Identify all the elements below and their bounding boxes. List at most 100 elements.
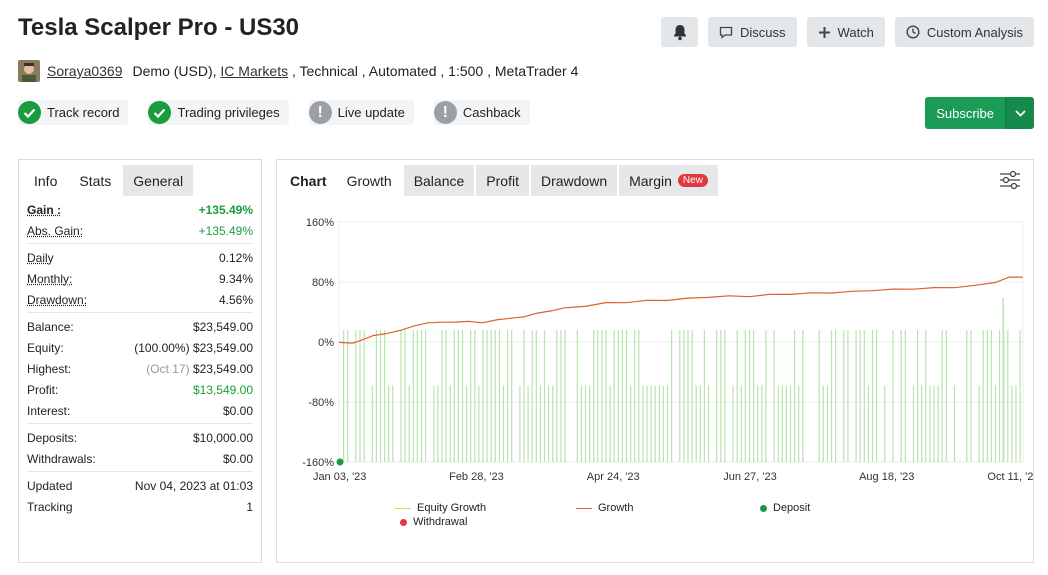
activity-bar (687, 330, 689, 462)
activity-bar (601, 330, 603, 462)
tab-general[interactable]: General (123, 165, 194, 196)
activity-bar (437, 385, 439, 462)
check-icon (148, 101, 172, 124)
growth-chart[interactable]: 160% 80% 0% -80% -160% Jan 03, '23 Feb 28, '23… (277, 210, 1033, 490)
badge-trading-privileges[interactable]: Trading privileges (148, 100, 289, 125)
activity-bar (912, 385, 915, 462)
activity-bar (531, 330, 533, 462)
highest-date: (Oct 17) (146, 361, 190, 376)
activity-bar (609, 385, 611, 462)
stat-row-drawdown: Drawdown: 4.56% (27, 289, 253, 310)
custom-analysis-button[interactable]: Custom Analysis (894, 17, 1034, 47)
discuss-button[interactable]: Discuss (708, 17, 797, 47)
subscribe-button[interactable]: Subscribe (925, 97, 1005, 129)
tab-balance[interactable]: Balance (403, 165, 475, 196)
tab-drawdown[interactable]: Drawdown (530, 165, 618, 196)
activity-bar (945, 330, 947, 462)
activity-bar (999, 330, 1001, 462)
chart-settings-button[interactable] (999, 170, 1021, 195)
username-link[interactable]: Soraya0369 (47, 63, 123, 79)
legend-withdrawal[interactable]: Withdrawal (400, 516, 467, 528)
stat-label[interactable]: Daily (27, 250, 54, 265)
activity-bar (871, 330, 874, 462)
badge-cashback[interactable]: ! Cashback (433, 100, 530, 125)
activity-bar (843, 330, 845, 462)
x-tick-label: Jan 03, '23 (313, 471, 366, 483)
activity-bar (593, 330, 595, 462)
stat-label[interactable]: Drawdown: (27, 292, 88, 307)
activity-bar (560, 330, 562, 462)
equity-percent: (100.00%) (134, 340, 190, 355)
watch-label: Watch (837, 24, 874, 40)
activity-bar (564, 330, 566, 462)
activity-bar (798, 385, 800, 462)
activity-bar (679, 330, 681, 462)
stat-label: Highest: (27, 361, 72, 376)
growth-line (338, 276, 1024, 344)
activity-bar (1002, 297, 1004, 462)
activity-bar (662, 385, 664, 462)
legend-swatch (400, 518, 407, 526)
activity-bar (699, 385, 701, 462)
activity-bar (650, 385, 652, 462)
activity-bar (355, 330, 357, 462)
activity-bar (646, 385, 648, 462)
stat-label[interactable]: Monthly: (27, 271, 73, 286)
stat-value: $23,549.00 (192, 319, 253, 334)
notification-button[interactable] (661, 17, 699, 47)
activity-bar (507, 330, 509, 462)
legend-deposit[interactable]: Deposit (760, 502, 810, 514)
watch-button[interactable]: Watch (806, 17, 885, 47)
activity-bar (638, 330, 640, 462)
stat-row-daily: Daily 0.12% (27, 247, 253, 268)
tab-info[interactable]: Info (34, 172, 58, 189)
legend-swatch (395, 507, 411, 509)
stat-label[interactable]: Gain : (27, 202, 62, 217)
stat-label[interactable]: Abs. Gain: (27, 223, 84, 238)
subscribe-dropdown-button[interactable] (1005, 97, 1034, 129)
activity-bar (539, 385, 541, 462)
avatar[interactable] (18, 60, 40, 82)
stat-row-gain: Gain : +135.49% (27, 199, 253, 220)
stat-value: 0.12% (218, 250, 253, 265)
stat-value: 4.56% (218, 292, 253, 307)
badge-track-record[interactable]: Track record (18, 100, 129, 125)
status-badges: Track record Trading privileges ! Live u… (18, 100, 530, 125)
activity-bar (826, 385, 828, 462)
subscribe-button-group: Subscribe (925, 97, 1034, 129)
stat-row-updated: Updated Nov 04, 2023 at 01:03 (27, 475, 253, 496)
activity-bar (400, 330, 402, 462)
sliders-icon (1000, 170, 1020, 190)
stat-value: 9.34% (218, 271, 253, 286)
activity-bar (384, 330, 386, 462)
activity-bar (543, 330, 546, 462)
stat-row-interest: Interest: $0.00 (27, 400, 253, 421)
activity-bar (855, 330, 857, 462)
tab-profit[interactable]: Profit (476, 165, 529, 196)
activity-bar (777, 385, 779, 462)
stat-value: $23,549.00 (192, 340, 253, 355)
custom-analysis-label: Custom Analysis (926, 24, 1023, 40)
tab-margin[interactable]: Margin New (619, 165, 718, 196)
stat-value: $13,549.00 (192, 382, 253, 397)
tab-growth[interactable]: Growth (336, 165, 402, 196)
activity-bar (404, 330, 406, 462)
activity-bar (420, 330, 423, 462)
activity-bar (519, 385, 521, 462)
tab-stats[interactable]: Stats (69, 165, 122, 196)
legend-label: Equity Growth (417, 502, 487, 514)
legend-label: Withdrawal (413, 516, 468, 528)
badge-live-update[interactable]: ! Live update (308, 100, 414, 125)
stat-label: Profit: (27, 382, 59, 397)
activity-bar (597, 330, 599, 462)
activity-bar (691, 330, 693, 462)
legend-growth[interactable]: Growth (576, 502, 633, 514)
page-title: Tesla Scalper Pro - US30 (18, 14, 300, 41)
activity-bar (802, 330, 804, 462)
legend-equity-growth[interactable]: Equity Growth (395, 502, 486, 514)
y-tick-label: 160% (306, 217, 334, 229)
activity-bar (548, 385, 550, 462)
activity-bar (621, 330, 623, 462)
broker-link[interactable]: IC Markets (220, 63, 289, 79)
activity-bar (642, 385, 644, 462)
